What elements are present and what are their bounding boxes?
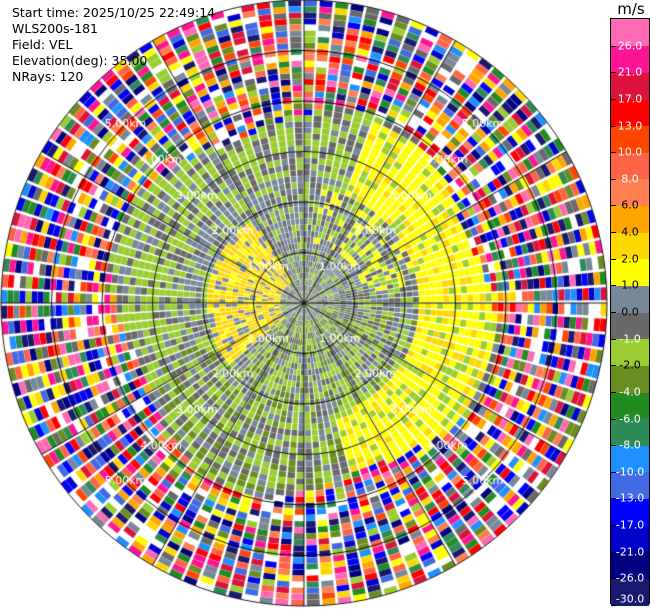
colorbar-tick-label: -10.0 — [615, 465, 645, 479]
colorbar-tick-label: 2.0 — [621, 252, 639, 266]
colorbar-tick — [611, 72, 616, 74]
field-text: Field: VEL — [12, 37, 73, 52]
colorbar-tick-label: 0.0 — [621, 305, 639, 319]
colorbar-tick-label: -26.0 — [615, 571, 645, 585]
colorbar-tick-label: 26.0 — [617, 39, 643, 53]
colorbar-segment — [611, 258, 649, 286]
colorbar-segment — [611, 551, 649, 579]
colorbar-segment — [611, 471, 649, 500]
colorbar-tick — [611, 391, 616, 393]
colorbar-tick-label: -6.0 — [619, 412, 641, 426]
colorbar-unit: m/s — [617, 0, 645, 18]
colorbar-tick — [611, 578, 616, 580]
device-name-text: WLS200s-181 — [12, 21, 98, 36]
colorbar-tick — [611, 525, 616, 527]
colorbar-tick-label: -1.0 — [619, 332, 641, 346]
colorbar: -30.0 -26.0 -21.0 -17.0 -13.0 -10.0 -8.0 -6.0 -4… — [610, 18, 650, 606]
colorbar-tick — [611, 445, 616, 447]
colorbar-segment — [611, 525, 649, 553]
colorbar-tick — [611, 232, 616, 234]
colorbar-segment — [611, 232, 649, 260]
colorbar-segment — [611, 98, 649, 127]
colorbar-segment — [611, 338, 649, 366]
start-time-text: Start time: 2025/10/25 22:49:14 — [12, 5, 216, 20]
colorbar-segment — [611, 418, 649, 446]
colorbar-segment — [611, 152, 649, 180]
colorbar-tick — [611, 258, 616, 260]
colorbar-tick-label: 1.0 — [621, 278, 639, 292]
colorbar-segment — [611, 19, 649, 47]
colorbar-tick-label: 13.0 — [617, 119, 643, 133]
colorbar-segment — [611, 285, 649, 313]
colorbar-tick — [611, 152, 616, 154]
colorbar-tick — [611, 205, 616, 207]
colorbar-segment — [611, 45, 649, 73]
colorbar-segment — [611, 498, 649, 526]
colorbar-tick-label: 6.0 — [621, 198, 639, 212]
colorbar-tick — [611, 605, 616, 606]
colorbar-tick — [611, 45, 616, 47]
info-panel: Start time: 2025/10/25 22:49:14 WLS200s-… — [12, 5, 215, 85]
colorbar-tick-label: -21.0 — [615, 545, 645, 559]
colorbar-tick — [611, 125, 616, 127]
colorbar-tick — [611, 498, 616, 500]
colorbar-tick-label: 21.0 — [617, 65, 643, 79]
colorbar-tick-label: -30.0 — [615, 592, 645, 606]
colorbar-tick-label: -4.0 — [619, 385, 641, 399]
colorbar-tick — [611, 551, 616, 553]
colorbar-segment — [611, 391, 649, 420]
colorbar-tick-label: -17.0 — [615, 518, 645, 532]
colorbar-tick-label: -8.0 — [619, 438, 641, 452]
colorbar-segment — [611, 125, 649, 153]
colorbar-tick — [611, 178, 616, 180]
colorbar-segment — [611, 365, 649, 393]
ppi-velocity-plot — [0, 0, 610, 610]
colorbar-tick-label: 8.0 — [621, 172, 639, 186]
colorbar-tick — [611, 365, 616, 367]
colorbar-tick-label: -13.0 — [615, 491, 645, 505]
colorbar-tick-label: 10.0 — [617, 145, 643, 159]
nrays-text: NRays: 120 — [12, 69, 84, 84]
colorbar-segment — [611, 205, 649, 233]
colorbar-tick-label: 4.0 — [621, 225, 639, 239]
colorbar-tick — [611, 285, 616, 287]
colorbar-tick — [611, 98, 616, 100]
colorbar-segment — [611, 578, 649, 606]
colorbar-tick — [611, 471, 616, 473]
colorbar-tick-label: 17.0 — [617, 92, 643, 106]
elevation-text: Elevation(deg): 35.00 — [12, 53, 148, 68]
colorbar-segment — [611, 312, 649, 340]
colorbar-tick — [611, 418, 616, 420]
colorbar-segment — [611, 178, 649, 207]
colorbar-tick — [611, 338, 616, 340]
colorbar-tick-label: -2.0 — [619, 358, 641, 372]
colorbar-tick — [611, 312, 616, 313]
colorbar-segment — [611, 72, 649, 100]
colorbar-segment — [611, 445, 649, 473]
